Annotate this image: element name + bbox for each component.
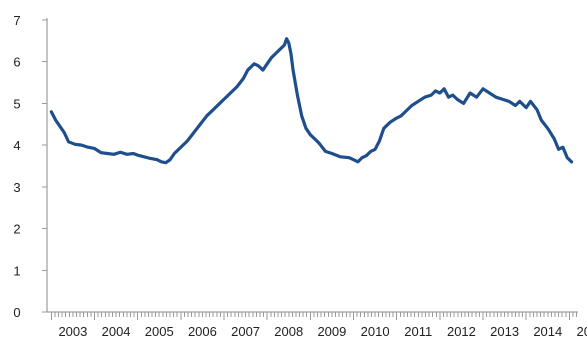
y-axis: 0 1 2 3 4 5 6 7 (13, 13, 48, 320)
x-tick-label: 2004 (102, 324, 131, 339)
x-tick-label: 2003 (58, 324, 87, 339)
x-tick-label: 2011 (404, 324, 432, 339)
y-tick-label: 1 (13, 263, 20, 278)
x-tick-label: 2007 (231, 324, 260, 339)
y-tick-label: 6 (13, 55, 20, 70)
plot-area (49, 37, 574, 165)
y-tick-label: 0 (13, 305, 20, 320)
y-tick-label: 2 (13, 222, 20, 237)
x-tick-label: 2008 (274, 324, 303, 339)
series-line (49, 37, 574, 165)
y-tick-label: 7 (13, 13, 20, 28)
x-tick-label: 2009 (317, 324, 346, 339)
x-tick-label: 2010 (361, 324, 390, 339)
x-tick-label: 2014 (533, 324, 562, 339)
y-tick-label: 5 (13, 96, 20, 111)
x-axis: 2003 2004 2005 2006 2007 2008 2009 2010 2011 2012… (47, 311, 587, 339)
x-tick-label: 2013 (490, 324, 519, 339)
x-tick-label: 2012 (447, 324, 476, 339)
y-tick-label: 4 (13, 138, 20, 153)
x-tick-label: 2006 (188, 324, 217, 339)
y-tick-label: 3 (13, 180, 20, 195)
x-tick-label: 2005 (145, 324, 174, 339)
x-tick-label: 2015 (576, 324, 587, 339)
